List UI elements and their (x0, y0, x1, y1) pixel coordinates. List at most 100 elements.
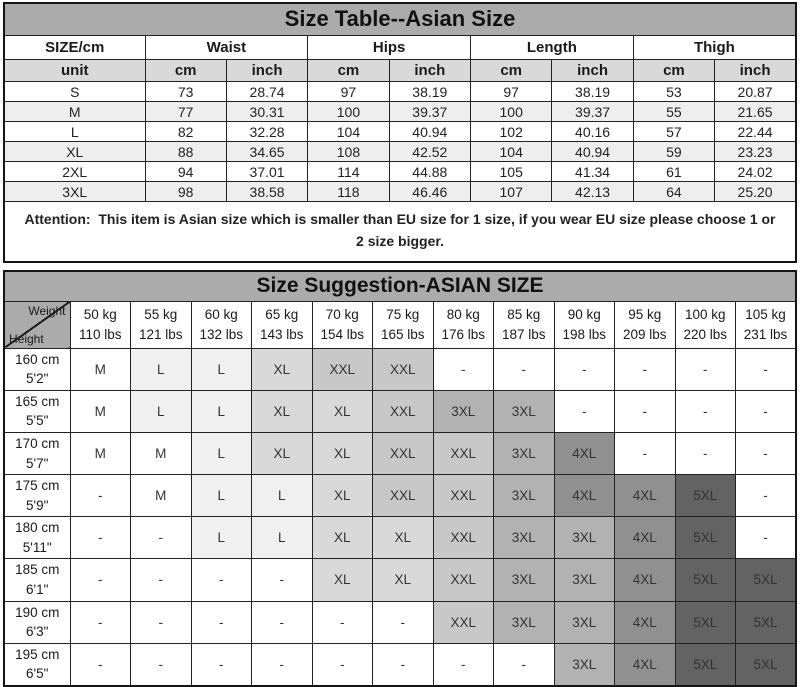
size-suggestion-cell: - (69, 600, 131, 644)
measurement-cell: 105 (469, 161, 553, 182)
suggestion-table-title: Size Suggestion-ASIAN SIZE (3, 270, 797, 302)
size-suggestion-cell: XL (311, 389, 373, 434)
size-suggestion-cell: XL (311, 516, 373, 560)
suggestion-table-head: Size Suggestion-ASIAN SIZE Weight Height… (3, 270, 797, 349)
height-ft-label: 6'1" (26, 581, 49, 597)
size-suggestion-cell: 3XL (493, 474, 555, 518)
height-ft-label: 5'5" (26, 413, 49, 429)
measurement-cell: 104 (307, 121, 390, 142)
column-header-waist: Waist (144, 35, 309, 60)
size-suggestion-cell: 5XL (674, 516, 736, 560)
size-suggestion-cell: 5XL (735, 642, 797, 687)
suggestion-row: 165 cm 5'5" M L L XL XL XXL 3XL 3XL - - - - (3, 389, 797, 434)
size-suggestion-cell: - (493, 642, 555, 687)
size-suggestion-cell: - (372, 642, 434, 687)
size-label-cell: XL (3, 141, 146, 162)
size-suggestion-cell: 4XL (614, 558, 676, 602)
measurement-cell: 118 (307, 181, 390, 202)
size-table-row: S 73 28.74 97 38.19 97 38.19 53 20.87 (3, 81, 797, 102)
size-suggestion-cell: 4XL (614, 642, 676, 687)
size-suggestion-cell: XL (251, 347, 313, 391)
size-suggestion-cell: L (130, 347, 192, 391)
weight-lbs-label: 176 lbs (441, 326, 486, 342)
measurement-cell: 97 (307, 81, 390, 102)
height-cm-label: 175 cm (15, 478, 60, 494)
size-suggestion-cell: 4XL (614, 600, 676, 644)
height-header-cell: 180 cm 5'11" (3, 516, 71, 560)
size-suggestion-cell: - (190, 600, 252, 644)
size-suggestion-table: Size Suggestion-ASIAN SIZE Weight Height… (3, 269, 797, 687)
height-header-cell: 170 cm 5'7" (3, 432, 71, 476)
size-suggestion-cell: - (432, 642, 494, 687)
size-suggestion-cell: - (735, 432, 797, 476)
size-suggestion-cell: - (674, 389, 736, 434)
unit-header: cm (469, 59, 553, 82)
measurement-cell: 59 (632, 141, 716, 162)
size-suggestion-cell: M (69, 432, 131, 476)
size-suggestion-cell: M (69, 389, 131, 434)
measurement-cell: 21.65 (714, 101, 797, 122)
measurement-cell: 37.01 (225, 161, 309, 182)
size-suggestion-cell: 4XL (614, 516, 676, 560)
size-label-cell: 3XL (3, 181, 146, 202)
measurement-cell: 39.37 (388, 101, 472, 122)
suggestion-row: 180 cm 5'11" - - L L XL XL XXL 3XL 3XL 4XL 5XL - (3, 516, 797, 560)
measurement-cell: 100 (469, 101, 553, 122)
weight-kg-label: 95 kg (628, 306, 662, 322)
weight-lbs-label: 143 lbs (259, 326, 304, 342)
unit-header: cm (307, 59, 390, 82)
corner-weight-label: Weight (28, 303, 66, 318)
weight-kg-label: 60 kg (204, 306, 238, 322)
measurement-cell: 64 (632, 181, 716, 202)
size-suggestion-cell: M (130, 432, 192, 476)
measurement-cell: 107 (469, 181, 553, 202)
size-table-title: Size Table--Asian Size (3, 2, 797, 36)
attention-section: Attention: This item is Asian size which… (3, 200, 797, 263)
weight-header-cell: 105 kg 231 lbs (735, 300, 797, 349)
weight-header-cell: 95 kg 209 lbs (614, 300, 676, 349)
size-suggestion-cell: - (190, 642, 252, 687)
size-suggestion-cell: XXL (432, 432, 494, 476)
weight-lbs-label: 165 lbs (380, 326, 425, 342)
weight-lbs-label: 132 lbs (199, 326, 244, 342)
size-suggestion-cell: 5XL (674, 558, 736, 602)
size-suggestion-cell: - (432, 347, 494, 391)
suggestion-row: 160 cm 5'2" M L L XL XXL XXL - - - - - - (3, 347, 797, 391)
size-suggestion-cell: - (251, 642, 313, 687)
measurement-cell: 42.13 (551, 181, 634, 202)
measurement-cell: 40.94 (551, 141, 634, 162)
weight-kg-label: 85 kg (507, 306, 541, 322)
measurement-cell: 88 (144, 141, 227, 162)
weight-header-cell: 85 kg 187 lbs (493, 300, 555, 349)
weight-header-cell: 75 kg 165 lbs (372, 300, 434, 349)
size-suggestion-cell: 3XL (493, 558, 555, 602)
height-ft-label: 5'11" (22, 539, 52, 555)
unit-header: inch (388, 59, 472, 82)
measurement-cell: 23.23 (714, 141, 797, 162)
attention-row: Attention: This item is Asian size which… (3, 200, 797, 263)
column-header-size: SIZE/cm (3, 35, 146, 60)
size-suggestion-cell: L (251, 516, 313, 560)
size-suggestion-cell: 5XL (674, 642, 736, 687)
measurement-cell: 77 (144, 101, 227, 122)
size-suggestion-cell: 3XL (493, 600, 555, 644)
height-cm-label: 160 cm (15, 351, 60, 367)
measurement-cell: 42.52 (388, 141, 472, 162)
height-ft-label: 6'5" (26, 666, 49, 682)
size-suggestion-cell: - (735, 474, 797, 518)
measurement-cell: 94 (144, 161, 227, 182)
size-suggestion-cell: 3XL (493, 432, 555, 476)
size-suggestion-cell: XL (311, 558, 373, 602)
size-suggestion-cell: 5XL (735, 600, 797, 644)
size-table-row: XL 88 34.65 108 42.52 104 40.94 59 23.23 (3, 141, 797, 162)
measurement-cell: 40.94 (388, 121, 472, 142)
weight-lbs-label: 220 lbs (683, 326, 728, 342)
size-suggestion-cell: 5XL (735, 558, 797, 602)
height-header-cell: 165 cm 5'5" (3, 389, 71, 434)
size-suggestion-cell: XXL (372, 347, 434, 391)
weight-header-cell: 90 kg 198 lbs (553, 300, 615, 349)
weight-lbs-label: 198 lbs (562, 326, 607, 342)
size-suggestion-cell: XXL (432, 516, 494, 560)
weight-height-corner: Weight Height (3, 300, 71, 349)
size-table-head: Size Table--Asian Size SIZE/cm Waist Hip… (3, 2, 797, 82)
